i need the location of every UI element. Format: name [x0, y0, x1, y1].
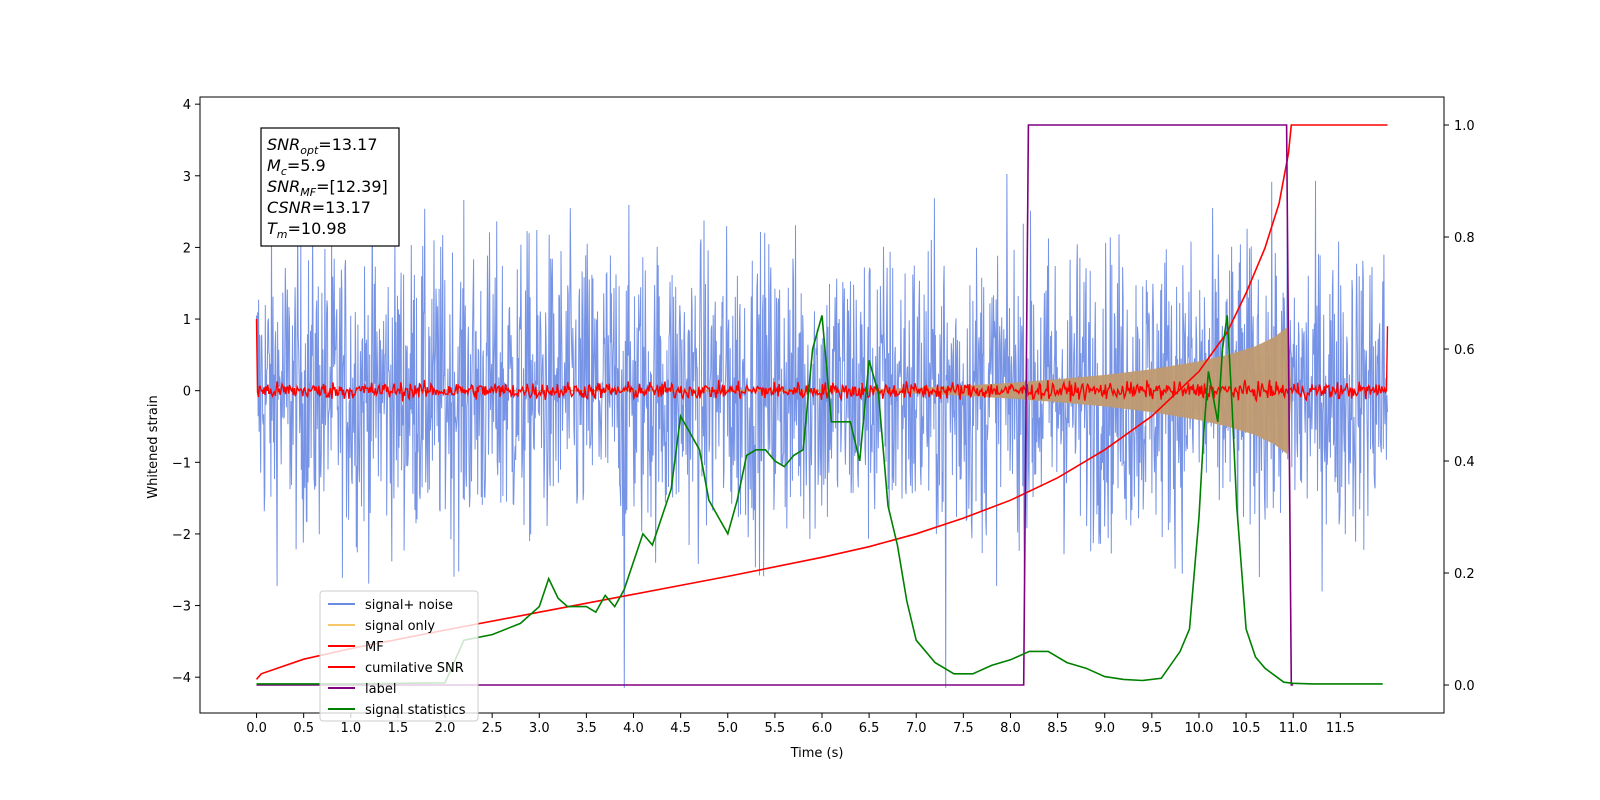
- x-tick-label: 4.0: [623, 721, 644, 736]
- legend-mf-label: MF: [365, 640, 384, 655]
- y-tick-label: 4: [183, 98, 191, 113]
- legend-frame: [319, 590, 479, 722]
- x-tick-label: 3.5: [576, 721, 597, 736]
- annotation-line: Mc=5.9: [267, 156, 326, 178]
- x-tick-label: 3.0: [529, 721, 550, 736]
- y2-tick-label: 0.4: [1454, 455, 1475, 470]
- x-tick-label: 2.0: [435, 721, 456, 736]
- legend-label-label: label: [365, 682, 396, 697]
- x-tick-label: 2.5: [482, 721, 503, 736]
- legend-signal-statistics-label: signal statistics: [365, 703, 466, 718]
- annotation-frame: [260, 127, 400, 247]
- x-tick-label: 11.5: [1326, 721, 1355, 736]
- series-label: [256, 124, 1294, 686]
- x-tick-label: 10.5: [1232, 721, 1261, 736]
- y-tick-label: −1: [172, 456, 191, 471]
- x-tick-label: 5.5: [765, 721, 786, 736]
- y2-tick-label: 0.6: [1454, 343, 1475, 358]
- y-tick-label: 0: [183, 385, 191, 400]
- y2-tick-label: 1.0: [1454, 119, 1475, 134]
- x-tick-label: 7.0: [906, 721, 927, 736]
- x-tick-label: 10.0: [1184, 721, 1213, 736]
- y2-tick-label: 0.0: [1454, 679, 1475, 694]
- x-tick-label: 7.5: [953, 721, 974, 736]
- annotation-box: SNRopt=13.17Mc=5.9SNRMF=[12.39]CSNR=13.1…: [260, 127, 400, 247]
- y-tick-label: −2: [172, 528, 191, 543]
- y2-tick-label: 0.2: [1454, 567, 1475, 582]
- x-axis-label: Time (s): [790, 746, 844, 761]
- axes: 0.0 0.5 1.0 1.5 2.0 2.5 3.0 3.5 4.0 4.5 5.0 5.5 6.0 6…: [172, 96, 1475, 736]
- x-tick-label: 8.5: [1047, 721, 1068, 736]
- x-tick-label: 0.5: [293, 721, 314, 736]
- legend-signal-only-label: signal only: [365, 619, 435, 634]
- x-tick-label: 8.0: [1000, 721, 1021, 736]
- legend: signal+ noise signal only MF cumilative SNR…: [319, 590, 479, 722]
- series-signal-statistics: [256, 315, 1383, 685]
- y-tick-label: −4: [172, 671, 191, 686]
- legend-signal-noise-label: signal+ noise: [365, 598, 453, 613]
- y-tick-label: 1: [183, 313, 191, 328]
- x-tick-label: 9.5: [1142, 721, 1163, 736]
- x-tick-label: 5.0: [717, 721, 738, 736]
- annotation-line: Tm=10.98: [267, 219, 347, 241]
- annotation-line: CSNR=13.17: [267, 198, 371, 217]
- y-tick-label: −3: [172, 600, 191, 615]
- x-tick-label: 6.0: [812, 721, 833, 736]
- x-tick-label: 1.5: [388, 721, 409, 736]
- x-tick-label: 0.0: [246, 721, 267, 736]
- x-tick-label: 6.5: [859, 721, 880, 736]
- legend-cumilative-snr-label: cumilative SNR: [365, 661, 464, 676]
- series-mf: [255, 318, 1389, 403]
- x-tick-label: 1.0: [340, 721, 361, 736]
- y2-tick-label: 0.8: [1454, 231, 1475, 246]
- y-tick-label: 2: [183, 241, 191, 256]
- x-tick-label: 9.0: [1094, 721, 1115, 736]
- annotation-line: SNRopt=13.17: [267, 135, 378, 157]
- x-tick-label: 4.5: [670, 721, 691, 736]
- annotation-line: SNRMF=[12.39]: [267, 177, 388, 199]
- y-tick-label: 3: [183, 170, 191, 185]
- x-tick-label: 11.0: [1279, 721, 1308, 736]
- y-axis-label: Whitened strain: [146, 395, 161, 498]
